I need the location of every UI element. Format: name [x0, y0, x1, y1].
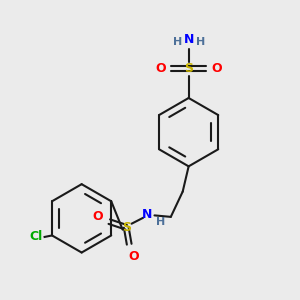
Text: Cl: Cl — [29, 230, 42, 243]
Text: O: O — [128, 250, 139, 262]
Text: N: N — [142, 208, 152, 221]
Text: O: O — [211, 62, 222, 75]
Text: O: O — [156, 62, 166, 75]
Text: S: S — [184, 62, 193, 75]
Text: H: H — [156, 217, 165, 227]
Text: H: H — [196, 37, 206, 46]
Text: H: H — [173, 37, 182, 46]
Text: S: S — [122, 221, 131, 234]
Text: N: N — [184, 33, 194, 46]
Text: O: O — [92, 210, 103, 224]
